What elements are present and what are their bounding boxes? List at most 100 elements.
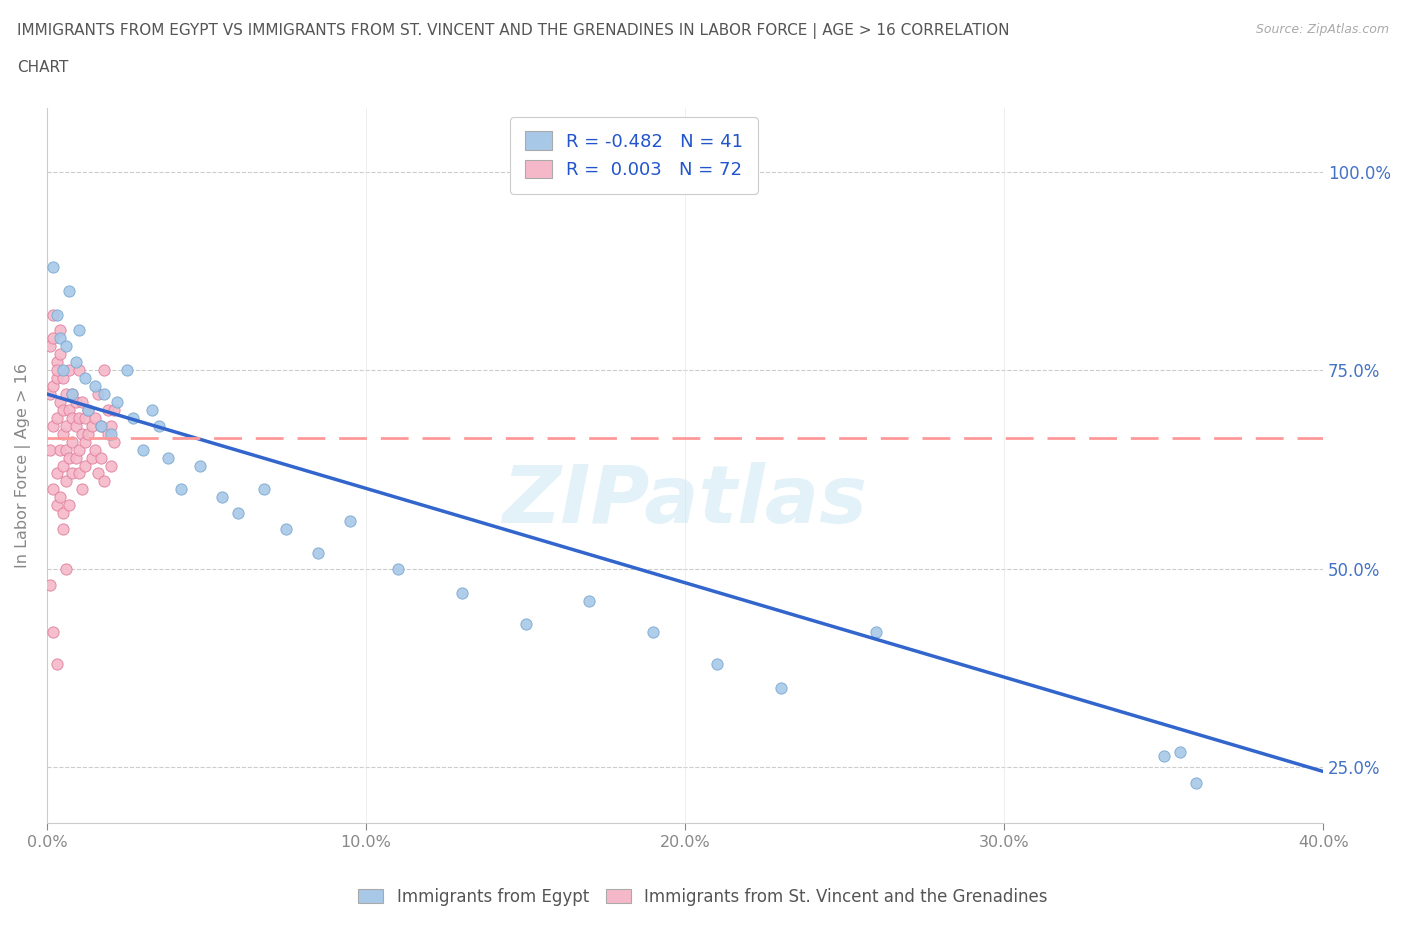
Point (80, 450, 103, 465)
Point (52, 371, 75, 386)
Point (578, 593, 600, 608)
Point (80, 418, 103, 433)
Point (70, 426, 93, 441)
Point (1153, 748, 1175, 763)
Point (42, 331, 65, 346)
Y-axis label: In Labor Force | Age > 16: In Labor Force | Age > 16 (15, 363, 31, 568)
Point (48, 443, 70, 458)
Point (55, 339, 77, 353)
Point (42, 379, 65, 393)
Point (42, 625, 65, 640)
Point (211, 490, 233, 505)
Point (148, 418, 170, 433)
Point (58, 498, 80, 512)
Point (52, 506, 75, 521)
Point (387, 562, 409, 577)
Point (67, 410, 90, 425)
Point (70, 482, 93, 497)
Point (115, 363, 138, 378)
Point (77, 403, 100, 418)
Point (170, 482, 193, 497)
Point (58, 450, 80, 465)
Point (42, 418, 65, 433)
Point (103, 403, 125, 418)
Point (45, 307, 67, 322)
Point (769, 681, 792, 696)
Point (103, 434, 125, 449)
Point (228, 506, 250, 521)
Point (339, 513, 361, 528)
Point (122, 410, 145, 425)
Point (67, 323, 90, 338)
Point (75, 458, 97, 473)
Point (65, 394, 87, 409)
Point (97, 403, 120, 418)
Point (67, 466, 90, 481)
Point (83, 443, 105, 458)
Point (87, 466, 110, 481)
Point (1184, 776, 1206, 790)
Point (52, 458, 75, 473)
Point (62, 387, 84, 402)
Point (55, 562, 77, 577)
Point (45, 466, 67, 481)
Point (93, 387, 115, 402)
Point (48, 323, 70, 338)
Point (643, 625, 665, 640)
Point (65, 355, 87, 370)
Point (77, 426, 100, 441)
Point (75, 410, 97, 425)
Point (141, 403, 163, 418)
Point (105, 394, 128, 409)
Point (100, 418, 122, 433)
Point (62, 410, 84, 425)
Point (70, 394, 93, 409)
Point (83, 410, 105, 425)
Point (67, 443, 90, 458)
Point (39, 339, 62, 353)
Point (55, 418, 77, 433)
Point (87, 387, 110, 402)
Point (45, 371, 67, 386)
Point (42, 482, 65, 497)
Point (90, 418, 112, 433)
Point (48, 394, 70, 409)
Point (48, 347, 70, 362)
Point (42, 259, 65, 274)
Point (450, 585, 472, 600)
Point (58, 403, 80, 418)
Point (83, 379, 105, 393)
Point (77, 403, 100, 418)
Point (62, 434, 84, 449)
Text: ZIPatlas: ZIPatlas (502, 462, 868, 540)
Point (55, 474, 77, 489)
Point (100, 458, 122, 473)
Point (93, 474, 115, 489)
Point (90, 418, 112, 433)
Point (307, 546, 329, 561)
Point (52, 403, 75, 418)
Point (97, 426, 120, 441)
Point (55, 387, 77, 402)
Point (39, 578, 62, 592)
Point (706, 657, 728, 671)
Point (75, 371, 97, 386)
Point (65, 418, 87, 433)
Point (865, 625, 887, 640)
Point (515, 617, 537, 631)
Point (65, 450, 87, 465)
Point (42, 307, 65, 322)
Point (55, 443, 77, 458)
Legend: R = -0.482   N = 41, R =  0.003   N = 72: R = -0.482 N = 41, R = 0.003 N = 72 (510, 117, 758, 193)
Text: CHART: CHART (17, 60, 69, 75)
Point (39, 387, 62, 402)
Point (45, 657, 67, 671)
Point (75, 434, 97, 449)
Point (58, 284, 80, 299)
Point (39, 443, 62, 458)
Text: IMMIGRANTS FROM EGYPT VS IMMIGRANTS FROM ST. VINCENT AND THE GRENADINES IN LABOR: IMMIGRANTS FROM EGYPT VS IMMIGRANTS FROM… (17, 23, 1010, 39)
Text: Source: ZipAtlas.com: Source: ZipAtlas.com (1256, 23, 1389, 36)
Point (45, 498, 67, 512)
Point (45, 363, 67, 378)
Point (93, 363, 115, 378)
